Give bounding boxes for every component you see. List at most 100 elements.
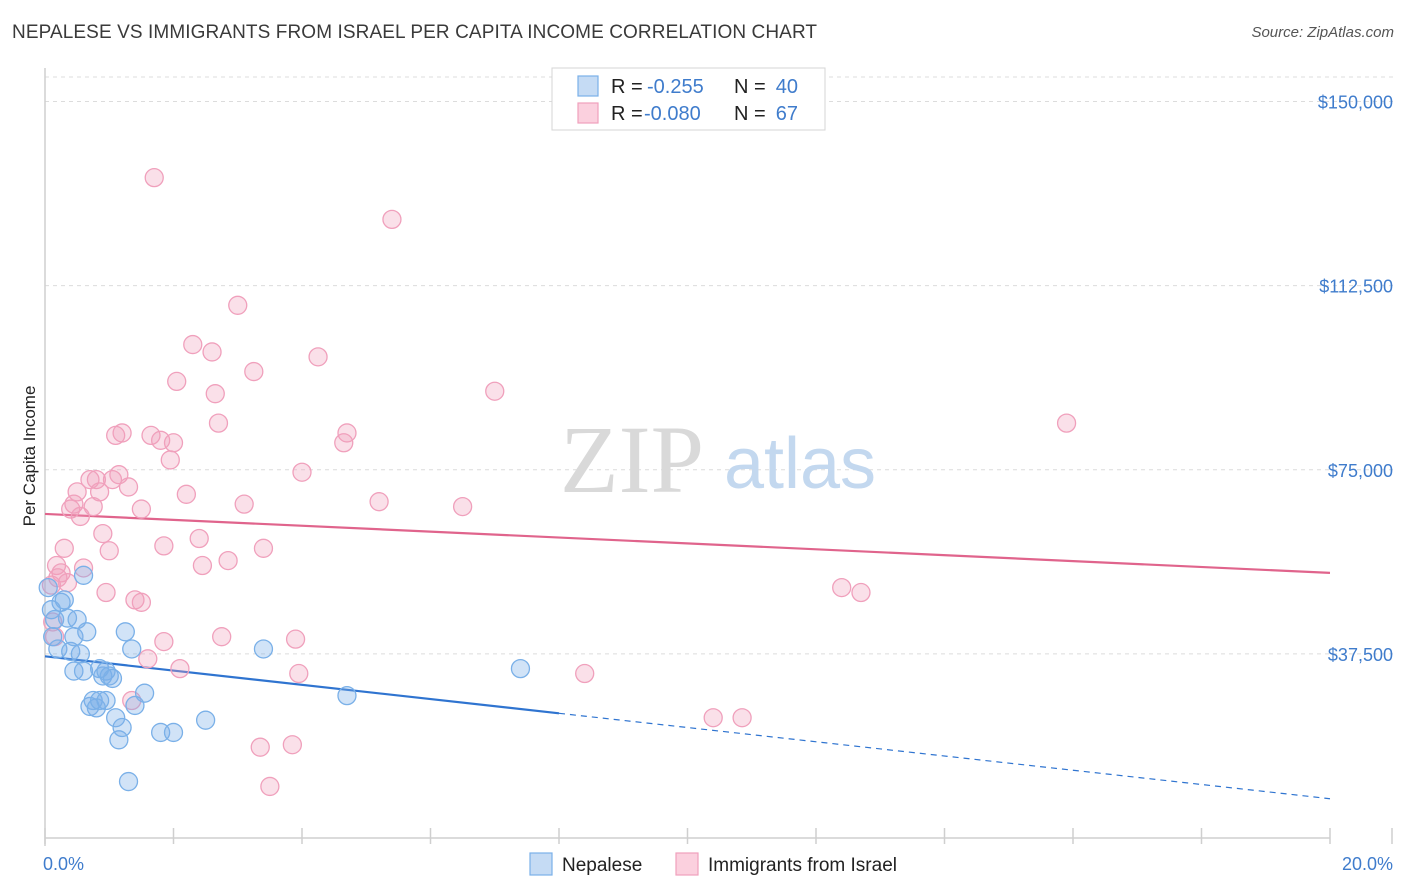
israel-point-24 (118, 477, 139, 497)
watermark-atlas: atlas (724, 424, 876, 504)
x-tick-labels: 0.0% 20.0% (43, 854, 1393, 874)
nepalese-point-37 (253, 639, 274, 659)
israel-point-23 (112, 423, 132, 443)
israel-point-60 (337, 423, 357, 443)
israel-point-7 (57, 573, 78, 593)
israel-point-17 (93, 523, 113, 544)
israel-point-54 (282, 735, 303, 755)
trend-lines (44, 512, 1331, 800)
y-axis-title: Per Capita Income (20, 386, 39, 527)
israel-point-55 (285, 629, 306, 649)
israel-point-58 (308, 347, 328, 367)
israel-point-65 (575, 663, 595, 684)
israel-point-50 (244, 361, 264, 382)
israel-point-11 (70, 506, 90, 527)
israel-point-36 (163, 433, 184, 453)
israel-point-15 (86, 469, 107, 490)
nepalese-point-30 (118, 771, 139, 792)
nepalese-point-7 (57, 608, 78, 628)
top-legend: R = -0.255 N = 40 R = -0.080 N = 67 (551, 67, 826, 131)
israel-point-30 (141, 425, 161, 446)
nepalese-point-36 (195, 710, 216, 730)
legend-n-value-2: 67 (776, 103, 798, 125)
y-tick-labels: $37,500 $75,000 $112,500 $150,000 (1318, 93, 1393, 665)
nepalese-point-25 (102, 668, 123, 689)
nepalese-point-14 (73, 661, 94, 681)
nepalese-point-0 (38, 577, 58, 598)
israel-point-5 (51, 563, 71, 583)
israel-point-43 (202, 342, 222, 362)
israel-point-19 (99, 541, 119, 561)
legend-swatch-nepalese (577, 75, 599, 97)
israel-trend-line (44, 512, 1331, 574)
legend-r-value-2: -0.080 (644, 103, 701, 125)
nepalese-point-24 (99, 666, 119, 686)
legend-swatch-israel (577, 102, 599, 124)
israel-point-16 (89, 482, 110, 502)
nepalese-point-39 (510, 658, 531, 679)
nepalese-point-27 (109, 730, 129, 750)
x-tick-label-0: 0.0% (43, 854, 84, 874)
nepalese-point-33 (134, 683, 155, 703)
y-tick-label-1: $75,000 (1328, 461, 1393, 481)
series-israel (41, 167, 1077, 797)
israel-point-53 (260, 776, 280, 797)
legend-r-value-1: -0.255 (647, 76, 704, 98)
nepalese-point-28 (112, 717, 132, 738)
legend-r-label-1: R = (611, 76, 643, 98)
israel-point-46 (212, 627, 232, 647)
israel-point-49 (234, 494, 254, 514)
israel-point-47 (218, 550, 238, 571)
israel-point-62 (382, 209, 402, 230)
israel-point-6 (54, 538, 74, 558)
israel-point-44 (205, 384, 225, 404)
nepalese-point-6 (54, 590, 74, 610)
israel-point-42 (192, 555, 213, 576)
israel-point-67 (732, 708, 752, 728)
israel-point-66 (703, 708, 723, 728)
israel-point-33 (154, 631, 174, 652)
israel-point-18 (96, 582, 116, 603)
legend-n-label-1: N = (734, 76, 766, 98)
israel-point-41 (189, 528, 209, 549)
israel-point-10 (67, 482, 87, 502)
israel-point-63 (452, 496, 473, 517)
nepalese-point-3 (43, 627, 63, 647)
israel-point-37 (167, 371, 187, 392)
israel-point-51 (250, 737, 270, 757)
israel-point-31 (144, 167, 164, 188)
israel-point-34 (154, 536, 174, 556)
israel-point-56 (289, 663, 309, 684)
legend-n-value-1: 40 (776, 76, 798, 98)
israel-point-38 (170, 658, 190, 679)
watermark-zip: ZIP (560, 406, 704, 513)
israel-point-28 (131, 499, 152, 519)
nepalese-point-26 (106, 708, 126, 728)
nepalese-trend-line (44, 655, 560, 715)
israel-point-12 (73, 558, 94, 578)
chart-title: NEPALESE VS IMMIGRANTS FROM ISRAEL PER C… (12, 22, 818, 43)
israel-point-29 (138, 649, 158, 669)
nepalese-point-22 (96, 690, 116, 711)
israel-point-39 (176, 484, 197, 504)
israel-point-48 (228, 295, 248, 315)
bottom-legend-label-israel: Immigrants from Israel (708, 855, 897, 876)
israel-point-64 (485, 381, 505, 401)
watermark: ZIP atlas (560, 406, 876, 513)
nepalese-point-13 (73, 565, 94, 585)
legend-r-label-2: R = (611, 103, 643, 125)
israel-point-45 (208, 413, 229, 433)
israel-point-68 (832, 577, 852, 598)
israel-point-9 (64, 494, 84, 514)
x-tick-label-1: 20.0% (1342, 854, 1393, 874)
nepalese-point-29 (115, 622, 135, 642)
israel-point-57 (292, 462, 312, 482)
israel-point-69 (851, 582, 871, 603)
y-tick-label-3: $150,000 (1318, 93, 1393, 113)
bottom-legend: Nepalese Immigrants from Israel (529, 852, 897, 876)
nepalese-point-35 (163, 722, 184, 743)
nepalese-point-20 (89, 690, 110, 711)
series-nepalese (38, 565, 531, 792)
y-tick-label-2: $112,500 (1319, 277, 1393, 297)
